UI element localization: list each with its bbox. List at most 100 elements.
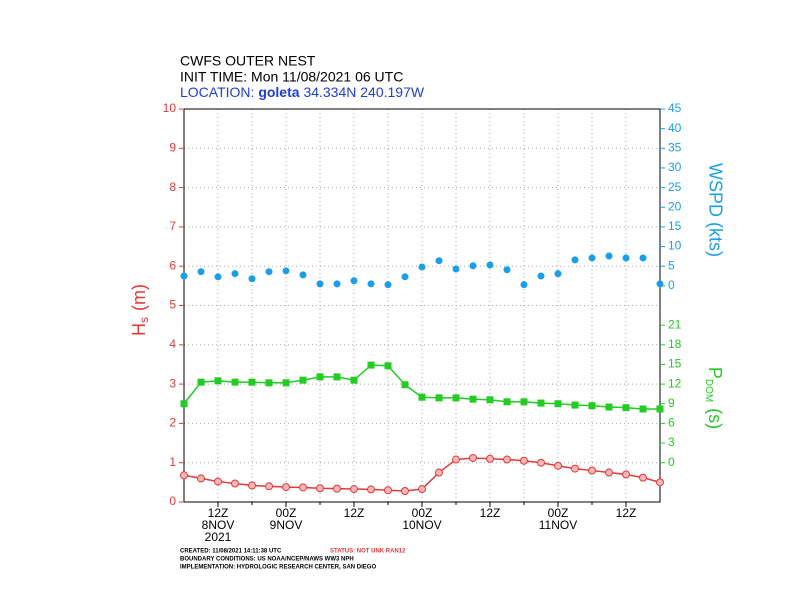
footer-created: CREATED: 11/08/2021 14:11:38 UTC [180,549,282,555]
period-point [639,405,647,413]
wind-point [418,263,426,271]
y-tick-label: 0 [169,494,176,508]
y3-tick-label: 18 [668,337,682,351]
period-point [571,401,579,409]
hs-point [231,479,239,488]
x-tick-label: 12Z [480,506,501,520]
y3-label-main: P [705,367,725,379]
hs-point [605,468,613,477]
y-tick-label: 9 [169,140,176,154]
y-tick-label: 7 [169,219,176,233]
y2-tick-label: 0 [668,278,675,292]
period-point [401,381,409,389]
period-point [537,399,545,407]
x-date-label: 10NOV [402,518,441,532]
footer-implementation: IMPLEMENTATION: HYDROLOGIC RESEARCH CENT… [180,565,376,571]
wind-point [282,267,290,275]
footer-boundary: BOUNDARY CONDITIONS: US NOAA/NCEP/NAWS W… [180,557,354,563]
wind-point [401,273,409,281]
period-point [469,395,477,403]
wind-point [554,270,562,278]
y-tick-label: 8 [169,180,176,194]
hs-point [333,484,341,493]
period-point [265,379,273,387]
wind-point [231,270,239,278]
hs-point [435,468,443,477]
period-point [214,377,222,385]
y2-tick-label: 35 [668,140,682,154]
y2-tick-label: 15 [668,219,682,233]
y2-tick-label: 45 [668,101,682,115]
chart-title: CWFS OUTER NEST [180,53,316,69]
wind-point [622,254,630,262]
wind-point [350,277,358,285]
period-point [656,405,664,413]
location-prefix: LOCATION: [180,84,254,100]
hs-point [384,486,392,495]
hs-point [248,481,256,490]
period-point [197,378,205,386]
wind-point [469,262,477,270]
hs-point [197,474,205,483]
y-tick-label: 10 [163,101,177,115]
y2-tick-label: 5 [668,258,675,272]
hs-point [588,466,596,475]
hs-point [537,458,545,467]
hs-point [350,485,358,494]
y3-label-sub: DOM [703,379,714,402]
period-point [248,378,256,386]
hs-point [299,483,307,492]
period-point [622,404,630,412]
period-point [333,373,341,381]
y3-tick-label: 15 [668,357,682,371]
hs-point [282,483,290,492]
y-tick-label: 2 [169,416,176,430]
period-point [605,403,613,411]
y2-axis-label: WSPD (kts) [705,163,725,257]
hs-point [265,482,273,491]
period-point [520,398,528,406]
wind-point [384,281,392,289]
hs-point [486,454,494,463]
y-tick-label: 4 [169,337,176,351]
y2-tick-label: 10 [668,239,682,253]
y3-tick-label: 12 [668,376,682,390]
period-point [231,378,239,386]
y3-tick-label: 3 [668,435,675,449]
period-point [180,400,188,408]
y-axis-label: Hs (m) [129,284,151,336]
wind-point [520,281,528,289]
hs-point [639,473,647,482]
hs-point [622,470,630,479]
period-point [316,373,324,381]
y2-tick-label: 20 [668,199,682,213]
period-point [418,393,426,401]
y3-label-unit: (s) [705,408,725,429]
y2-tick-label: 25 [668,180,682,194]
x-date-label: 8NOV [202,518,235,532]
wind-point [214,273,222,281]
x-tick-label: 00Z [412,506,433,520]
y-tick-label: 6 [169,258,176,272]
x-date-label: 9NOV [270,518,303,532]
wind-point [571,256,579,264]
wind-point [265,268,273,276]
y-tick-label: 1 [169,455,176,469]
hs-point [180,471,188,480]
y3-tick-label: 21 [668,317,682,331]
x-tick-label: 00Z [276,506,297,520]
y-label-sub: s [137,317,151,323]
period-point [350,376,358,384]
y2-tick-label: 30 [668,160,682,174]
footer-status: STATUS: NOT UNK RAN12 [330,549,406,555]
hs-point [469,453,477,462]
hs-point [503,455,511,464]
location: LOCATION: goleta 34.334N 240.197W [180,84,425,100]
x-tick-label: 12Z [344,506,365,520]
y3-axis-label: PDOM (s) [703,367,725,429]
wind-point [605,252,613,260]
wind-point [537,272,545,280]
period-point [452,394,460,402]
location-name: goleta [258,84,299,100]
x-date-label: 11NOV [539,518,577,532]
